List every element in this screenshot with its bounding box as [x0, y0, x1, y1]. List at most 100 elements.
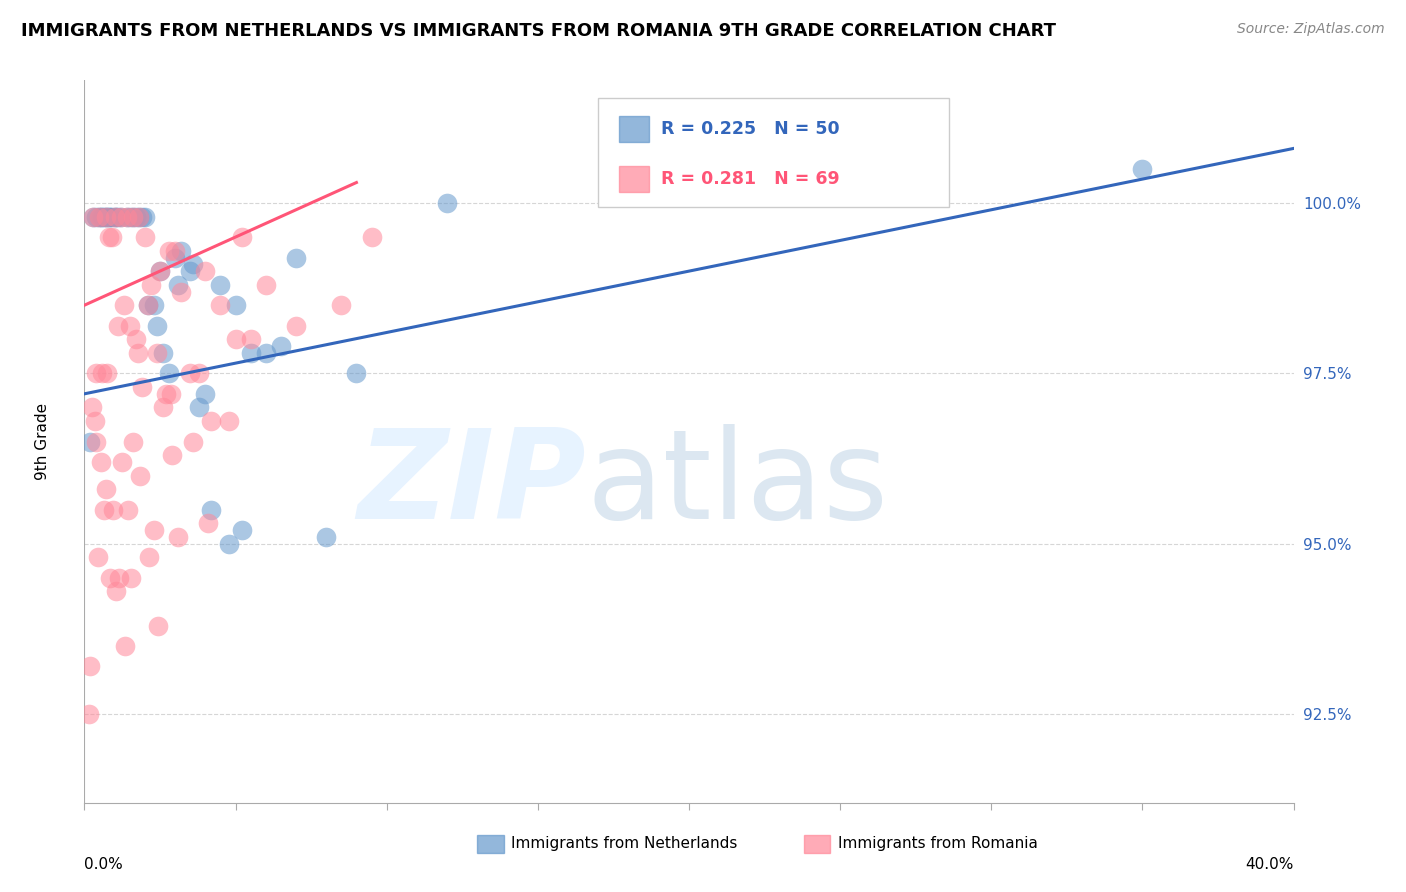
Point	[131, 210, 153, 224]
Point	[96, 367, 118, 381]
Point	[94, 210, 117, 224]
Point	[118, 210, 141, 224]
Text: IMMIGRANTS FROM NETHERLANDS VS IMMIGRANTS FROM ROMANIA 9TH GRADE CORRELATION CHA: IMMIGRANTS FROM NETHERLANDS VS IMMIGRANT…	[21, 22, 1056, 40]
Point	[179, 264, 201, 278]
Point	[104, 210, 127, 224]
Point	[179, 367, 201, 381]
Point	[100, 210, 122, 224]
Point	[115, 210, 138, 224]
Point	[112, 298, 135, 312]
Point	[239, 332, 262, 346]
Point	[239, 346, 262, 360]
Point	[79, 659, 101, 673]
Point	[146, 346, 169, 360]
Point	[270, 339, 292, 353]
Point	[115, 210, 138, 224]
Point	[118, 318, 141, 333]
Point	[148, 618, 170, 632]
Point	[105, 210, 128, 224]
Point	[120, 571, 142, 585]
Point	[285, 251, 308, 265]
Point	[91, 210, 114, 224]
Point	[82, 210, 104, 224]
Point	[122, 434, 145, 449]
Point	[77, 707, 100, 722]
Point	[197, 516, 219, 531]
Point	[194, 387, 217, 401]
Point	[181, 434, 204, 449]
Point	[346, 367, 368, 381]
Point	[209, 298, 232, 312]
Point	[194, 264, 217, 278]
Point	[188, 401, 211, 415]
Bar	[619, 166, 650, 193]
Point	[142, 298, 165, 312]
Point	[125, 210, 148, 224]
Point	[79, 434, 101, 449]
Point	[98, 571, 121, 585]
Point	[100, 230, 122, 244]
Text: 9th Grade: 9th Grade	[35, 403, 49, 480]
Point	[108, 571, 131, 585]
Point	[254, 346, 277, 360]
Point	[181, 257, 204, 271]
Point	[149, 264, 172, 278]
Point	[128, 210, 150, 224]
Point	[225, 298, 247, 312]
Point	[170, 244, 193, 258]
Point	[142, 523, 165, 537]
Point	[94, 210, 117, 224]
Point	[107, 318, 129, 333]
Point	[89, 210, 111, 224]
Point	[98, 210, 121, 224]
Point	[225, 332, 247, 346]
Point	[160, 448, 183, 462]
Bar	[804, 835, 831, 854]
Point	[165, 244, 187, 258]
Point	[110, 210, 132, 224]
Point	[157, 367, 180, 381]
Point	[146, 318, 169, 333]
Text: R = 0.225   N = 50: R = 0.225 N = 50	[661, 120, 839, 137]
Point	[93, 210, 115, 224]
Point	[131, 380, 153, 394]
Point	[111, 455, 134, 469]
Point	[86, 210, 108, 224]
Point	[86, 434, 108, 449]
Point	[152, 401, 174, 415]
Point	[97, 210, 120, 224]
Point	[125, 332, 148, 346]
Point	[209, 277, 232, 292]
Point	[96, 210, 118, 224]
Point	[87, 550, 110, 565]
Point	[89, 210, 111, 224]
Point	[101, 502, 124, 516]
Point	[127, 346, 149, 360]
Point	[121, 210, 143, 224]
Text: ZIP: ZIP	[357, 425, 586, 545]
Point	[254, 277, 277, 292]
Point	[97, 230, 120, 244]
Point	[104, 210, 127, 224]
Point	[82, 210, 104, 224]
Point	[167, 277, 190, 292]
Point	[114, 639, 136, 653]
Point	[830, 182, 852, 196]
Text: 40.0%: 40.0%	[1246, 857, 1294, 872]
Point	[360, 230, 382, 244]
Point	[157, 244, 180, 258]
Bar	[619, 116, 650, 142]
Point	[128, 210, 150, 224]
Text: atlas: atlas	[586, 425, 889, 545]
Point	[436, 196, 458, 211]
Text: R = 0.281   N = 69: R = 0.281 N = 69	[661, 170, 839, 188]
Point	[91, 367, 114, 381]
Point	[1132, 161, 1154, 176]
Point	[136, 298, 159, 312]
Point	[159, 387, 181, 401]
Bar	[478, 835, 503, 854]
Text: Immigrants from Netherlands: Immigrants from Netherlands	[512, 837, 738, 852]
Point	[138, 550, 160, 565]
Point	[84, 367, 107, 381]
Point	[152, 346, 174, 360]
